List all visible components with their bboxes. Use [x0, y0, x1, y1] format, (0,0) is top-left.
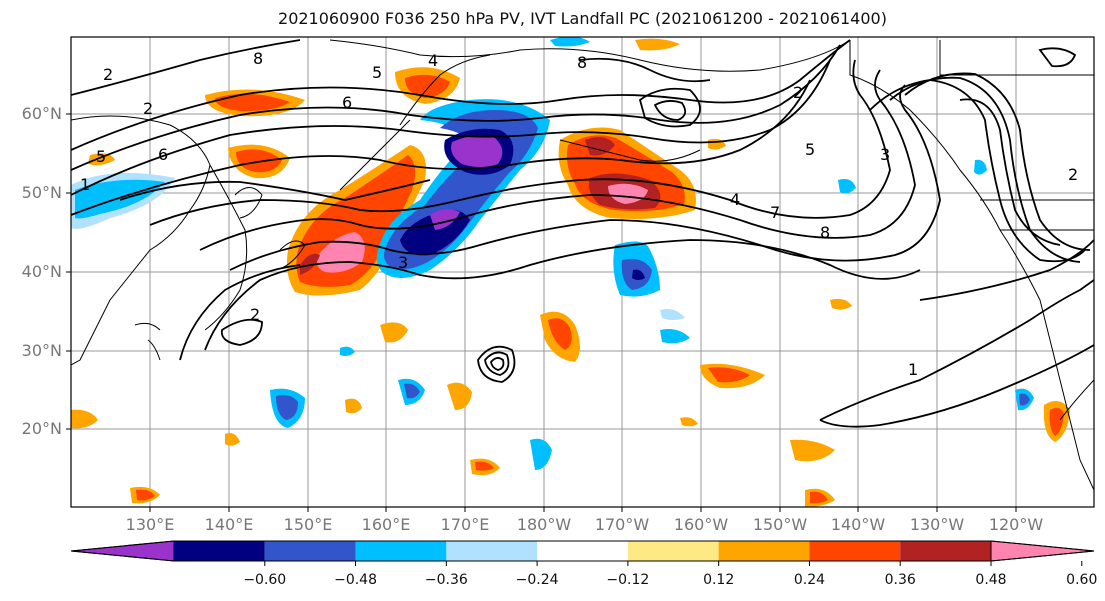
colorbar-label: 0.60 — [1066, 572, 1098, 588]
colorbar-label: 0.48 — [975, 572, 1007, 588]
contour-label: 7 — [770, 203, 780, 222]
colorbar-label: 0.24 — [793, 572, 826, 588]
lon-label: 140°W — [830, 515, 886, 534]
pv-anomaly-fills — [71, 37, 1070, 507]
contour-label: 3 — [880, 145, 890, 164]
map-title: 2021060900 F036 250 hPa PV, IVT Landfall… — [278, 9, 887, 28]
contour-label: 6 — [342, 93, 352, 112]
lon-label: 160°E — [361, 515, 411, 534]
lon-label: 150°E — [283, 515, 333, 534]
contour-label: 1 — [908, 360, 918, 379]
lon-label: 180°W — [516, 515, 572, 534]
contour-label: 5 — [805, 140, 815, 159]
contour-label: 8 — [577, 53, 587, 72]
contour-label: 2 — [143, 99, 153, 118]
colorbar-label: 0.36 — [884, 572, 916, 588]
lon-label: 130°E — [125, 515, 175, 534]
lon-label: 150°W — [752, 515, 808, 534]
lon-label: 140°E — [204, 515, 254, 534]
contour-label: 5 — [372, 63, 382, 82]
contour-label: 8 — [253, 49, 263, 68]
contour-label: 5 — [96, 147, 106, 166]
lon-label: 170°W — [594, 515, 650, 534]
colorbar-label: −0.12 — [606, 572, 650, 588]
contour-label: 2 — [250, 305, 260, 324]
contour-label: 1 — [80, 175, 90, 194]
colorbar-label: 0.12 — [703, 572, 735, 588]
colorbar-label: −0.48 — [334, 572, 377, 588]
contour-label: 8 — [820, 223, 830, 242]
contour-label: 4 — [428, 51, 438, 70]
colorbar-label: −0.24 — [515, 572, 559, 588]
lon-label: 160°W — [673, 515, 729, 534]
pv-contours — [71, 39, 1094, 428]
lat-label-50n: 50°N — [21, 183, 62, 202]
lon-label: 170°E — [440, 515, 490, 534]
axis-ticks — [66, 113, 1017, 512]
contour-label: 3 — [398, 253, 408, 272]
lat-label-20n: 20°N — [21, 419, 62, 438]
lat-label-60n: 60°N — [21, 104, 62, 123]
colorbar-label: −0.36 — [424, 572, 468, 588]
lon-label: 130°W — [909, 515, 965, 534]
contour-label: 4 — [730, 190, 740, 209]
lat-label-40n: 40°N — [21, 262, 62, 281]
contour-label: 6 — [158, 145, 168, 164]
colorbar-label: −0.60 — [243, 572, 287, 588]
contour-label: 2 — [1068, 165, 1078, 184]
contour-labels: 2 8 5 4 6 2 5 6 1 8 2 3 7 8 5 4 2 3 1 2 — [80, 49, 1078, 379]
contour-label: 2 — [793, 83, 803, 102]
contour-label: 2 — [103, 65, 113, 84]
lat-label-30n: 30°N — [21, 341, 62, 360]
lon-label: 120°W — [988, 515, 1044, 534]
coastlines — [71, 39, 1094, 491]
